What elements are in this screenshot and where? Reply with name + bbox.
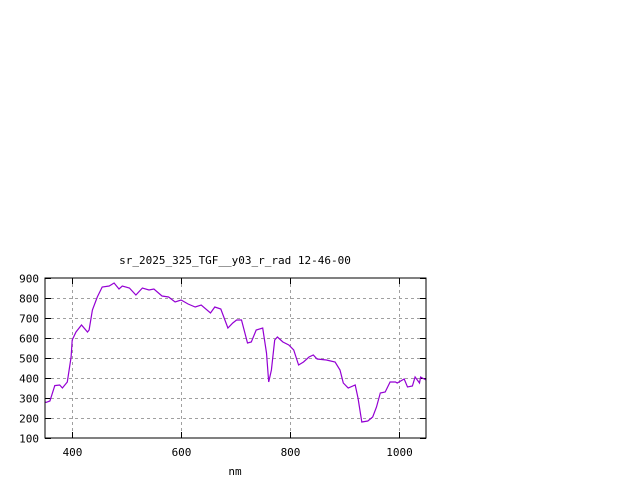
axis-ticks: 100 200 300 400 500 600 700 800 900 400 600 800 1000 — [19, 273, 426, 459]
y-tick-label: 300 — [19, 393, 39, 406]
y-tick-label: 100 — [19, 433, 39, 446]
y-tick-label: 800 — [19, 293, 39, 306]
plot-border — [44, 277, 427, 439]
x-tick-label: 800 — [281, 446, 301, 459]
y-tick-label: 900 — [19, 273, 39, 286]
y-tick-label: 700 — [19, 313, 39, 326]
x-tick-label: 1000 — [386, 446, 413, 459]
grid — [45, 278, 426, 438]
y-tick-label: 600 — [19, 333, 39, 346]
x-axis-label: nm — [228, 465, 242, 478]
y-tick-label: 200 — [19, 413, 39, 426]
y-tick-label: 400 — [19, 373, 39, 386]
series-line — [44, 282, 427, 423]
chart-title: sr_2025_325_TGF__y03_r_rad 12-46-00 — [119, 254, 351, 267]
x-tick-label: 400 — [63, 446, 83, 459]
series-layer — [44, 282, 427, 423]
y-tick-label: 500 — [19, 353, 39, 366]
x-tick-label: 600 — [172, 446, 192, 459]
